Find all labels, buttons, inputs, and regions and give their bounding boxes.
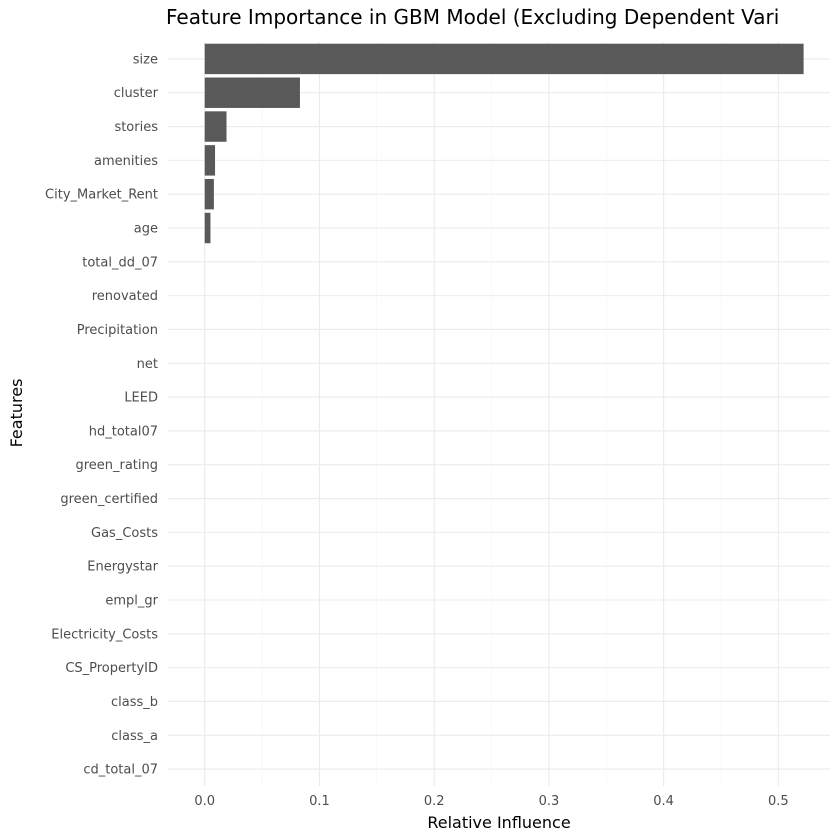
y-tick-label: green_certified	[60, 492, 158, 507]
x-tick-label: 0.2	[424, 794, 445, 809]
y-tick-label: hd_total07	[89, 424, 158, 439]
y-tick-label: amenities	[94, 154, 158, 169]
x-axis-title: Relative Influence	[427, 813, 570, 832]
bar-cluster	[204, 77, 300, 108]
y-tick-label: Energystar	[87, 560, 158, 575]
bars-layer	[204, 43, 804, 244]
bar-amenities	[204, 145, 216, 176]
y-tick-label: cluster	[114, 86, 159, 101]
y-tick-label: CS_PropertyID	[65, 661, 158, 676]
y-tick-label: empl_gr	[105, 594, 158, 609]
y-tick-label: cd_total_07	[83, 763, 158, 778]
y-tick-label: class_a	[111, 729, 158, 744]
y-tick-label: LEED	[124, 391, 158, 406]
x-tick-label: 0.5	[768, 794, 789, 809]
y-axis-title: Features	[7, 379, 26, 448]
bar-size	[204, 43, 804, 75]
y-tick-label: Electricity_Costs	[51, 627, 158, 642]
x-tick-label: 0.3	[539, 794, 560, 809]
grid-layer	[168, 42, 830, 786]
y-tick-label: age	[134, 222, 158, 237]
y-tick-label: green_rating	[75, 458, 158, 473]
y-tick-labels: size cluster stories amenities City_Market_R…	[45, 52, 159, 777]
y-tick-label: Precipitation	[77, 323, 158, 338]
y-tick-label: Gas_Costs	[91, 526, 158, 541]
bar-age	[204, 212, 211, 244]
y-tick-label: City_Market_Rent	[45, 188, 158, 203]
bar-city-market-rent	[204, 178, 214, 210]
y-tick-label: size	[133, 52, 158, 67]
x-tick-label: 0.1	[309, 794, 330, 809]
y-tick-label: total_dd_07	[82, 255, 158, 270]
y-tick-label: class_b	[111, 695, 158, 710]
y-tick-label: renovated	[92, 289, 158, 304]
bar-stories	[204, 111, 227, 142]
y-tick-label: net	[137, 357, 158, 372]
y-tick-label: stories	[114, 120, 158, 135]
chart-title: Feature Importance in GBM Model (Excludi…	[166, 5, 779, 29]
x-tick-label: 0.4	[653, 794, 674, 809]
x-tick-labels: 0.0 0.1 0.2 0.3 0.4 0.5	[194, 794, 788, 809]
x-tick-label: 0.0	[194, 794, 215, 809]
